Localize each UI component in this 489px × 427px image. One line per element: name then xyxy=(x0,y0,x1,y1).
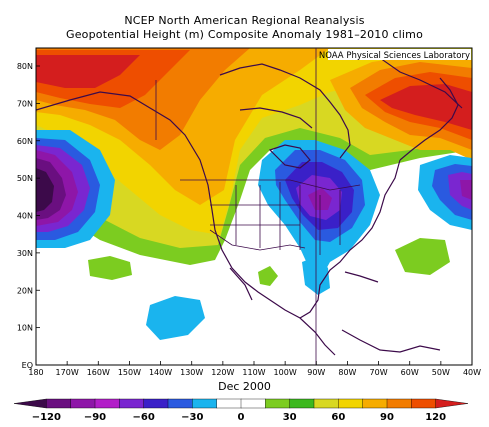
colorbar-segment xyxy=(143,398,169,409)
lon-label: 110W xyxy=(242,368,265,377)
political-borders xyxy=(155,80,361,255)
colorbar-segment xyxy=(362,398,388,409)
colorbar-segment xyxy=(411,398,437,409)
colorbar-segment xyxy=(192,398,218,409)
colorbar-arrow-left xyxy=(13,398,47,409)
colorbar-label: 0 xyxy=(238,412,245,423)
colorbar-label: 90 xyxy=(380,412,394,423)
lon-label: 150W xyxy=(118,368,141,377)
lat-label: 20N xyxy=(17,286,33,295)
lon-label: 180 xyxy=(28,368,43,377)
colorbar-label: 120 xyxy=(425,412,446,423)
longitude-labels: 180 170W 160W 150W 140W 130W 120W 110W 100W 90W 80… xyxy=(28,361,481,377)
lon-label: 100W xyxy=(274,368,297,377)
title-line-1: NCEP North American Regional Reanalysis xyxy=(124,14,365,27)
colorbar-segment xyxy=(289,398,315,409)
colorbar-segment xyxy=(240,398,266,409)
lon-label: 170W xyxy=(56,368,79,377)
colorbar-segment xyxy=(265,398,291,409)
lat-label: 60N xyxy=(17,137,33,146)
lon-label: 50W xyxy=(432,368,450,377)
lon-label: 70W xyxy=(370,368,388,377)
colorbar-segment xyxy=(119,398,145,409)
anomaly-field xyxy=(36,48,472,365)
lon-label: 120W xyxy=(211,368,234,377)
colorbar-label: 30 xyxy=(283,412,297,423)
lat-label: 30N xyxy=(17,249,33,258)
lat-label: 10N xyxy=(17,324,33,333)
lon-label: 90W xyxy=(307,368,325,377)
period-label: Dec 2000 xyxy=(218,380,271,393)
lon-label: 60W xyxy=(401,368,419,377)
lon-label: 140W xyxy=(149,368,172,377)
colorbar-label: −30 xyxy=(181,412,203,423)
lat-label: 70N xyxy=(17,99,33,108)
credit-text: NOAA Physical Sciences Laboratory xyxy=(319,51,470,61)
lon-label: 40W xyxy=(463,368,481,377)
colorbar-label: −60 xyxy=(133,412,155,423)
lon-label: 80W xyxy=(338,368,356,377)
colorbar-segment xyxy=(70,398,96,409)
colorbar-label: −120 xyxy=(32,412,61,423)
lat-label: 40N xyxy=(17,212,33,221)
lat-label: 80N xyxy=(17,62,33,71)
title-line-2: Geopotential Height (m) Composite Anomal… xyxy=(65,28,424,41)
lat-label: EQ xyxy=(22,361,33,370)
colorbar-label: −90 xyxy=(84,412,106,423)
colorbar-segment xyxy=(167,398,193,409)
colorbar-segment xyxy=(338,398,364,409)
latitude-labels: 80N 70N 60N 50N 40N 30N 20N 10N EQ xyxy=(17,62,40,370)
colorbar-segment xyxy=(216,398,242,409)
colorbar-arrow-right xyxy=(435,398,469,409)
credit-box xyxy=(328,49,471,60)
colorbar-segment xyxy=(94,398,120,409)
colorbar-label: 60 xyxy=(331,412,345,423)
lon-label: 160W xyxy=(87,368,110,377)
colorbar-segment xyxy=(46,398,72,409)
lat-label: 50N xyxy=(17,174,33,183)
coastlines xyxy=(36,49,463,356)
colorbar xyxy=(13,398,469,409)
colorbar-segment xyxy=(386,398,412,409)
colorbar-labels: −120 −90 −60 −30 0 30 60 90 120 xyxy=(32,412,446,423)
colorbar-segment xyxy=(313,398,339,409)
lon-label: 130W xyxy=(180,368,203,377)
